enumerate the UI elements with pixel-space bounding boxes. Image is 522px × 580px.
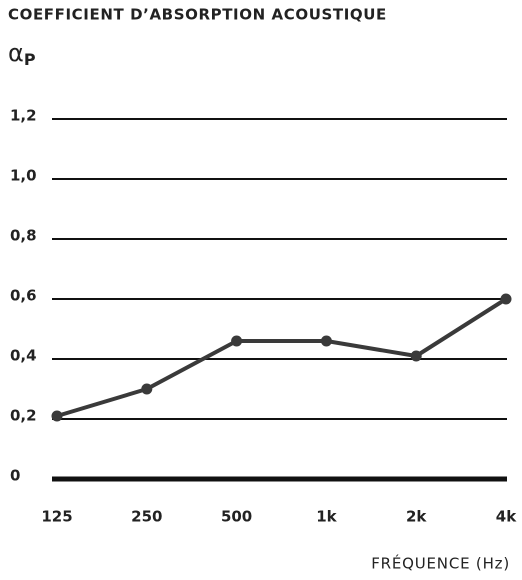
data-point xyxy=(500,293,512,305)
x-tick-label: 1k xyxy=(316,508,337,526)
x-tick-label: 2k xyxy=(406,508,427,526)
chart-title: COEFFICIENT D’ABSORPTION ACOUSTIQUE xyxy=(8,6,387,24)
y-label-symbol: α xyxy=(8,39,24,67)
y-tick-label: 1,0 xyxy=(10,167,37,185)
y-tick-label: 1,2 xyxy=(10,107,37,125)
y-tick-label: 0,4 xyxy=(10,347,37,365)
y-tick-label: 0 xyxy=(10,467,20,485)
data-point xyxy=(141,383,153,395)
data-point xyxy=(231,335,243,347)
x-tick-label: 4k xyxy=(496,508,517,526)
y-axis-label: αP xyxy=(8,39,36,69)
series-line xyxy=(56,297,508,418)
data-point xyxy=(51,410,63,422)
data-point xyxy=(410,350,422,362)
x-tick-label: 500 xyxy=(221,508,252,526)
y-tick-label: 0,8 xyxy=(10,227,37,245)
x-tick-label: 250 xyxy=(131,508,162,526)
data-point xyxy=(320,335,332,347)
x-axis-label: FRÉQUENCE (Hz) xyxy=(371,554,510,573)
y-tick-label: 0,6 xyxy=(10,287,37,305)
x-tick-label: 125 xyxy=(41,508,72,526)
y-label-subscript: P xyxy=(24,50,36,69)
y-tick-label: 0,2 xyxy=(10,407,37,425)
